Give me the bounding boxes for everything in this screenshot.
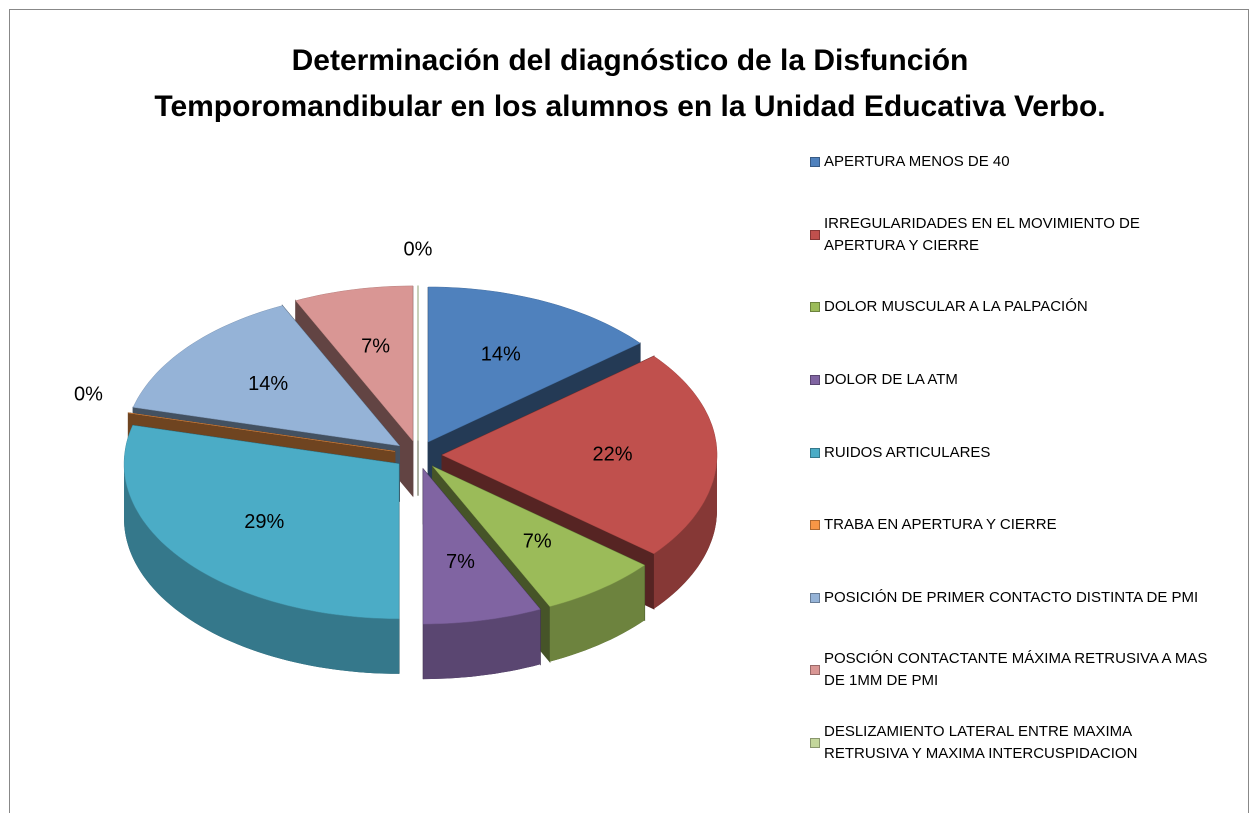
data-label: 7% bbox=[446, 551, 475, 573]
slice-top bbox=[295, 285, 414, 442]
legend-label: APERTURA MENOS DE 40 bbox=[824, 153, 1010, 171]
legend-item: IRREGULARIDADES EN EL MOVIMIENTO DE APER… bbox=[810, 199, 1210, 272]
legend-item: RUIDOS ARTICULARES bbox=[810, 416, 1210, 489]
slice-side bbox=[423, 609, 541, 680]
pie-chart: 14% 22% 7% 7% 29% 0% 14% 7% 0% bbox=[74, 239, 718, 680]
pie-slice bbox=[123, 424, 400, 674]
slice-top bbox=[123, 425, 400, 620]
legend-item: POSCIÓN CONTACTANTE MÁXIMA RETRUSIVA A M… bbox=[810, 634, 1210, 707]
slice-side bbox=[124, 463, 399, 674]
legend-swatch bbox=[810, 665, 820, 676]
data-label: 0% bbox=[404, 239, 433, 261]
slice-top bbox=[128, 412, 395, 452]
legend-item: APERTURA MENOS DE 40 bbox=[810, 126, 1210, 199]
slice-top bbox=[132, 305, 401, 447]
data-label: 7% bbox=[361, 335, 390, 357]
legend: APERTURA MENOS DE 40 IRREGULARIDADES EN E… bbox=[810, 126, 1210, 779]
legend-item: DESLIZAMIENTO LATERAL ENTRE MAXIMA RETRU… bbox=[810, 707, 1210, 780]
pie-slice bbox=[422, 467, 541, 680]
data-label: 22% bbox=[592, 443, 632, 465]
chart-title: Determinación del diagnóstico de la Disf… bbox=[154, 44, 1106, 123]
legend-item: DOLOR DE LA ATM bbox=[810, 344, 1210, 417]
legend-label: IRREGULARIDADES EN EL MOVIMIENTO DE APER… bbox=[824, 214, 1140, 254]
legend-item: TRABA EN APERTURA Y CIERRE bbox=[810, 489, 1210, 562]
legend-label: DOLOR DE LA ATM bbox=[824, 371, 958, 389]
slice-side bbox=[653, 455, 717, 609]
legend-swatch bbox=[810, 520, 820, 531]
data-label: 0% bbox=[74, 383, 103, 405]
slice-top bbox=[427, 286, 641, 443]
legend-swatch bbox=[810, 229, 820, 240]
slice-top bbox=[432, 466, 646, 607]
legend-swatch bbox=[810, 302, 820, 313]
legend-swatch bbox=[810, 157, 820, 168]
legend-label: POSICIÓN DE PRIMER CONTACTO DISTINTA DE … bbox=[824, 588, 1199, 606]
slice-top bbox=[422, 468, 541, 625]
slice-top bbox=[441, 355, 718, 555]
legend-item: DOLOR MUSCULAR A LA PALPACIÓN bbox=[810, 271, 1210, 344]
slice-side bbox=[549, 565, 645, 662]
legend-item: POSICIÓN DE PRIMER CONTACTO DISTINTA DE … bbox=[810, 562, 1210, 635]
legend-label: DESLIZAMIENTO LATERAL ENTRE MAXIMA RETRU… bbox=[824, 723, 1138, 763]
data-label: 29% bbox=[244, 511, 284, 533]
data-label: 7% bbox=[523, 531, 552, 553]
legend-label: DOLOR MUSCULAR A LA PALPACIÓN bbox=[824, 298, 1088, 316]
data-label: 14% bbox=[248, 373, 288, 395]
chart-frame bbox=[9, 9, 1249, 813]
legend-label: RUIDOS ARTICULARES bbox=[824, 443, 991, 461]
legend-swatch bbox=[810, 592, 820, 603]
legend-swatch bbox=[810, 447, 820, 458]
legend-swatch bbox=[810, 375, 820, 386]
data-label: 14% bbox=[481, 343, 521, 365]
legend-label: TRABA EN APERTURA Y CIERRE bbox=[824, 516, 1057, 534]
legend-label: POSCIÓN CONTACTANTE MÁXIMA RETRUSIVA A M… bbox=[824, 650, 1208, 690]
legend-swatch bbox=[810, 738, 820, 749]
